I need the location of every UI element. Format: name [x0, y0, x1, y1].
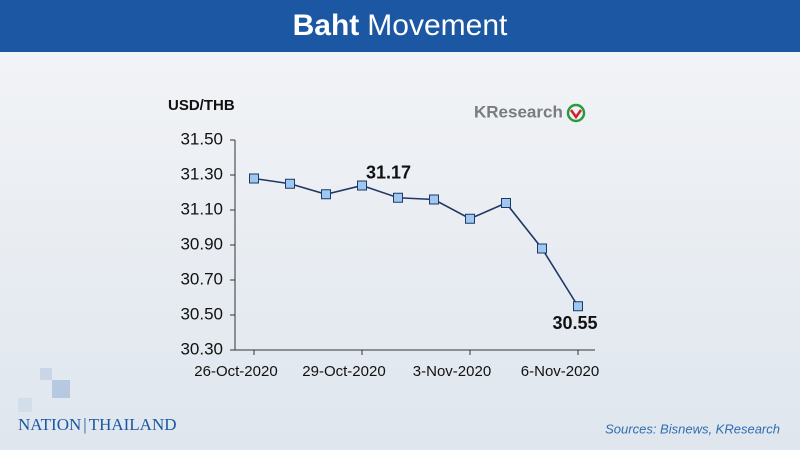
publisher: NATION | THAILAND: [18, 415, 177, 434]
x-tick-label: 6-Nov-2020: [521, 363, 599, 380]
marker: [573, 301, 583, 312]
deco-square: [40, 368, 52, 380]
x-tick-label: 29-Oct-2020: [302, 363, 385, 380]
x-tick-label: 3-Nov-2020: [413, 363, 491, 380]
publisher-a: NATION: [18, 415, 81, 434]
marker: [393, 192, 403, 203]
marker: [537, 243, 547, 254]
y-tick-label: 30.70: [180, 269, 223, 288]
header-strong: Baht: [293, 9, 360, 42]
source: Sources: Bisnews, KResearch: [605, 421, 780, 436]
header-title: Baht Movement: [293, 9, 508, 42]
marker: [501, 198, 511, 208]
deco-square: [52, 380, 70, 398]
plot: 30.30 30.50 30.70 30.90 31.10 31.30 31.50 26-Oc…: [180, 129, 599, 379]
logo: KResearch: [474, 102, 563, 121]
y-tick-label: 30.90: [180, 234, 223, 253]
y-axis-label: USD/THB: [168, 97, 235, 114]
header-band: [0, 0, 800, 52]
marker: [285, 178, 295, 189]
logo-icon: [566, 103, 586, 123]
y-tick-label: 31.30: [180, 164, 223, 183]
y-tick-label: 30.50: [180, 304, 223, 323]
marker: [429, 194, 439, 205]
marker: [357, 180, 367, 191]
y-tick-label: 30.30: [180, 339, 223, 358]
marker: [321, 189, 331, 200]
marker: [465, 213, 475, 224]
publisher-sep: |: [83, 415, 86, 434]
y-tick-label: 31.10: [180, 199, 223, 218]
marker: [249, 173, 259, 184]
deco-square: [18, 398, 32, 412]
value-label: 31.17: [366, 163, 411, 183]
value-label: 30.55: [552, 313, 597, 333]
series-line: [253, 177, 579, 307]
x-tick-label: 26-Oct-2020: [194, 363, 277, 380]
publisher-b: THAILAND: [89, 415, 177, 434]
y-tick-label: 31.50: [180, 129, 223, 148]
logo-icon-mark: [569, 109, 583, 120]
header-rest: Movement: [367, 9, 508, 42]
